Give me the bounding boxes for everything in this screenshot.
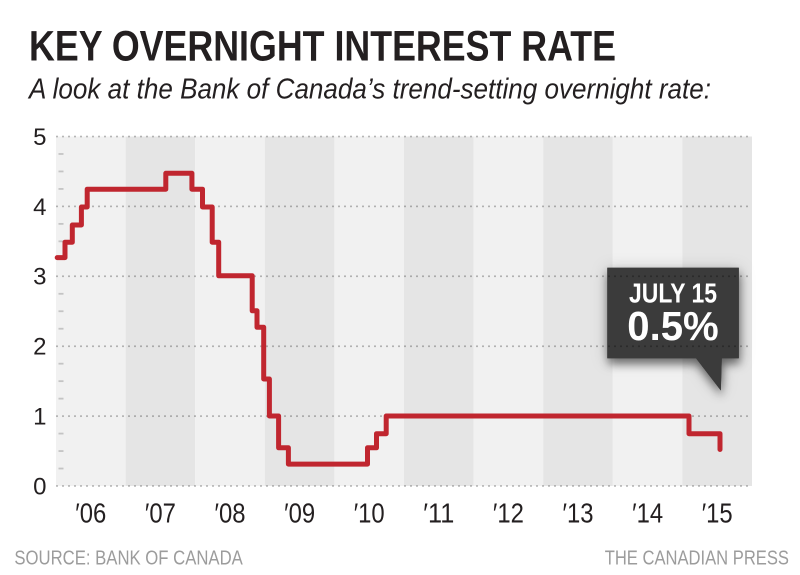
svg-text:3: 3: [33, 264, 46, 291]
svg-text:2: 2: [33, 334, 46, 361]
svg-text:A look at the Bank of Canada’s: A look at the Bank of Canada’s trend-set…: [27, 74, 711, 106]
svg-text:′12: ′12: [493, 497, 524, 528]
svg-text:KEY OVERNIGHT INTEREST RATE: KEY OVERNIGHT INTEREST RATE: [29, 22, 616, 69]
svg-text:′06: ′06: [75, 497, 106, 528]
svg-text:1: 1: [33, 404, 46, 431]
svg-text:JULY 15: JULY 15: [629, 278, 717, 309]
svg-text:′07: ′07: [145, 497, 176, 528]
svg-text:4: 4: [33, 194, 46, 221]
svg-text:′08: ′08: [215, 497, 246, 528]
svg-text:′13: ′13: [563, 497, 594, 528]
svg-text:SOURCE: BANK OF CANADA: SOURCE: BANK OF CANADA: [14, 547, 243, 569]
svg-text:′09: ′09: [284, 497, 315, 528]
svg-text:′15: ′15: [702, 497, 733, 528]
svg-text:0: 0: [33, 473, 46, 500]
svg-text:′14: ′14: [632, 497, 663, 528]
svg-text:5: 5: [33, 124, 46, 151]
svg-text:THE CANADIAN PRESS: THE CANADIAN PRESS: [605, 547, 789, 569]
svg-text:′11: ′11: [423, 497, 454, 528]
svg-text:′10: ′10: [354, 497, 385, 528]
svg-text:0.5%: 0.5%: [627, 303, 719, 349]
